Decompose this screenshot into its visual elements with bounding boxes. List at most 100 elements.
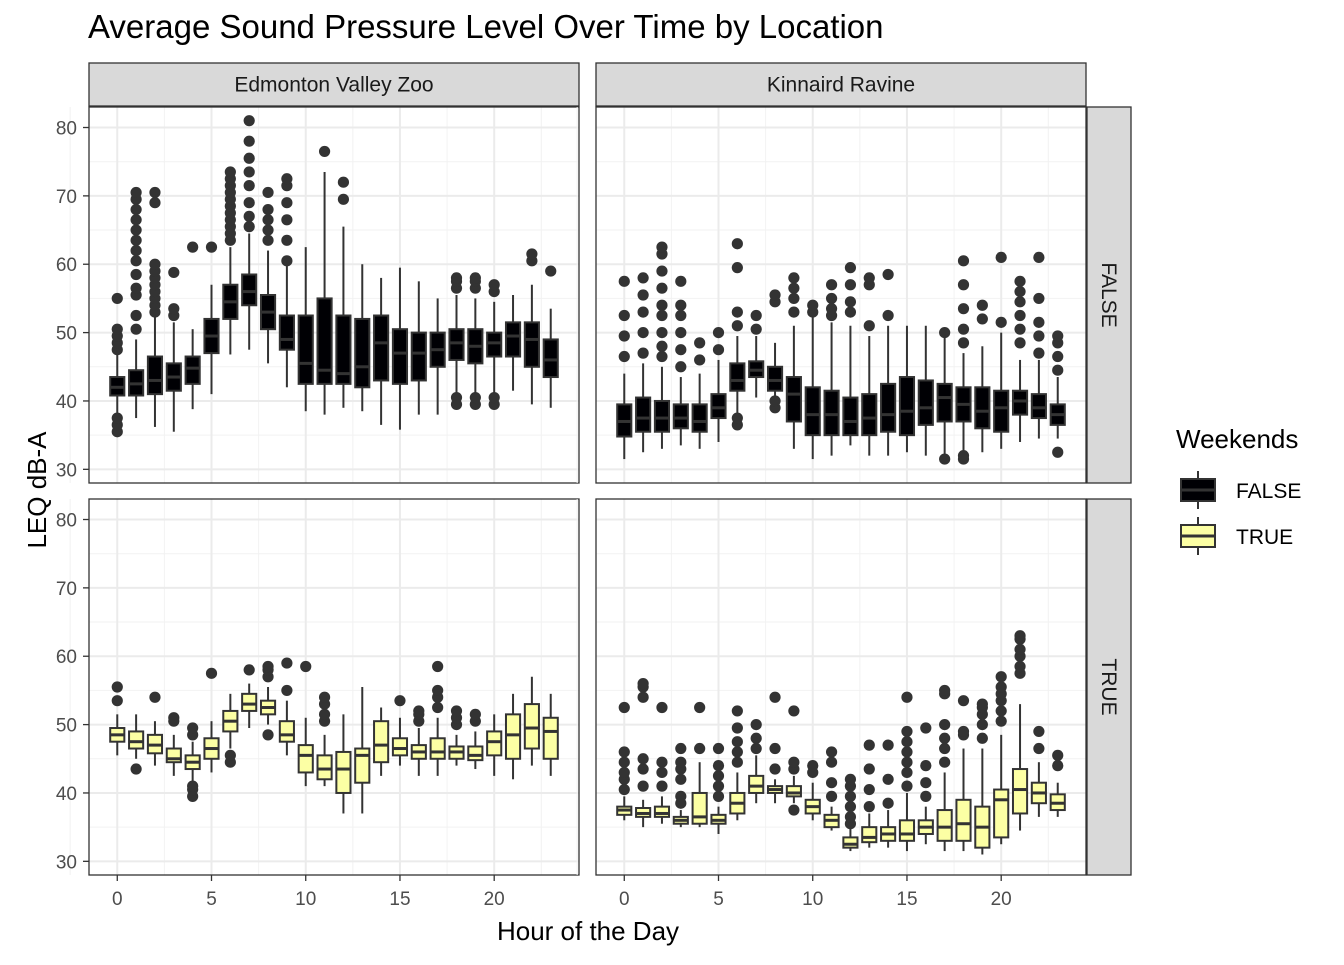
outlier-point bbox=[995, 715, 1007, 727]
outlier-point bbox=[957, 323, 970, 335]
outlier-point bbox=[995, 316, 1007, 328]
panel-background bbox=[89, 499, 579, 875]
outlier-point bbox=[656, 340, 668, 352]
outlier-point bbox=[1033, 742, 1045, 755]
box-hour-13 bbox=[354, 687, 371, 814]
outlier-point bbox=[939, 732, 951, 744]
box-hour-12 bbox=[335, 714, 352, 814]
panel-border bbox=[595, 106, 1087, 484]
box-hour-5 bbox=[203, 667, 220, 773]
box-hour-10 bbox=[804, 299, 821, 460]
outlier-point bbox=[149, 186, 161, 199]
box-iqr bbox=[354, 317, 371, 389]
box-hour-20 bbox=[486, 714, 503, 776]
outlier-point bbox=[769, 742, 781, 755]
outlier-point bbox=[1052, 364, 1064, 376]
box-iqr bbox=[448, 328, 465, 361]
outlier-point bbox=[1033, 316, 1045, 328]
x-tick-label: 20 bbox=[991, 889, 1012, 910]
x-tick-label: 5 bbox=[206, 889, 217, 910]
outlier-point bbox=[675, 309, 687, 322]
outlier-point bbox=[656, 327, 668, 339]
chart-title: Average Sound Pressure Level Over Time b… bbox=[88, 8, 884, 45]
x-tick-label: 0 bbox=[112, 889, 123, 910]
outlier-point bbox=[807, 299, 819, 311]
outlier-point bbox=[1014, 660, 1026, 673]
box-hour-19 bbox=[974, 299, 991, 453]
panel-1-1: 0 5 10 15 20 bbox=[576, 498, 1087, 910]
outlier-point bbox=[901, 725, 913, 738]
outlier-point bbox=[920, 760, 932, 772]
outlier-point bbox=[1014, 285, 1026, 298]
box-iqr bbox=[1011, 389, 1029, 416]
outlier-point bbox=[1033, 347, 1045, 359]
outlier-point bbox=[788, 756, 800, 768]
box-hour-22 bbox=[523, 676, 540, 766]
outlier-point bbox=[731, 412, 743, 424]
box-hour-16 bbox=[917, 325, 934, 456]
outlier-point bbox=[731, 705, 743, 717]
outlier-point bbox=[788, 272, 800, 284]
outlier-point bbox=[637, 763, 649, 775]
outlier-point bbox=[1033, 725, 1045, 738]
facet-strip-row-1 bbox=[1086, 498, 1132, 876]
outlier-point bbox=[656, 265, 668, 277]
outlier-point bbox=[957, 450, 970, 462]
outlier-point bbox=[995, 671, 1007, 683]
outlier-point bbox=[656, 756, 668, 768]
outlier-point bbox=[675, 756, 687, 768]
outlier-point bbox=[712, 780, 725, 792]
box-iqr bbox=[993, 389, 1010, 433]
outlier-point bbox=[920, 790, 932, 802]
outlier-point bbox=[656, 780, 668, 792]
outlier-point bbox=[675, 299, 687, 311]
outlier-point bbox=[1052, 330, 1064, 342]
box-hour-13 bbox=[861, 739, 878, 848]
box-iqr bbox=[993, 788, 1010, 839]
box-hour-3 bbox=[672, 275, 689, 446]
outlier-point bbox=[957, 725, 970, 738]
outlier-point bbox=[788, 804, 800, 816]
box-hour-19 bbox=[467, 272, 484, 410]
box-iqr bbox=[146, 355, 164, 396]
outlier-point bbox=[825, 777, 838, 789]
box-hour-22 bbox=[523, 248, 540, 405]
box-hour-11 bbox=[823, 746, 840, 831]
outlier-point bbox=[656, 766, 668, 779]
outlier-point bbox=[130, 214, 142, 226]
box-hour-20 bbox=[486, 279, 503, 410]
outlier-point bbox=[111, 695, 123, 707]
box-hour-12 bbox=[335, 176, 352, 408]
outlier-point bbox=[130, 268, 142, 281]
outlier-point bbox=[450, 391, 463, 404]
outlier-point bbox=[224, 749, 236, 761]
outlier-point bbox=[656, 309, 668, 322]
outlier-point bbox=[750, 719, 762, 731]
outlier-point bbox=[637, 677, 649, 690]
box-iqr bbox=[936, 382, 953, 423]
outlier-point bbox=[618, 701, 630, 714]
outlier-point bbox=[130, 186, 142, 199]
outlier-point bbox=[111, 681, 123, 693]
outlier-point bbox=[205, 667, 218, 679]
box-iqr bbox=[785, 376, 802, 423]
outlier-point bbox=[1033, 330, 1045, 342]
outlier-point bbox=[187, 780, 199, 792]
outlier-point bbox=[882, 773, 894, 785]
outlier-point bbox=[694, 337, 706, 349]
box-hour-6 bbox=[222, 693, 239, 768]
outlier-point bbox=[901, 691, 913, 703]
outlier-point bbox=[957, 695, 970, 707]
box-hour-10 bbox=[804, 760, 821, 821]
outlier-point bbox=[637, 272, 649, 284]
outlier-point bbox=[281, 214, 293, 226]
y-tick-label: 60 bbox=[56, 647, 77, 668]
box-hour-21 bbox=[1011, 275, 1029, 442]
outlier-point bbox=[769, 763, 781, 775]
box-iqr bbox=[523, 703, 540, 750]
box-hour-21 bbox=[504, 295, 522, 391]
facet-strip-col-label-0: Edmonton Valley Zoo bbox=[234, 74, 433, 97]
outlier-point bbox=[957, 279, 970, 291]
outlier-point bbox=[111, 292, 123, 305]
box-hour-20 bbox=[993, 251, 1010, 449]
